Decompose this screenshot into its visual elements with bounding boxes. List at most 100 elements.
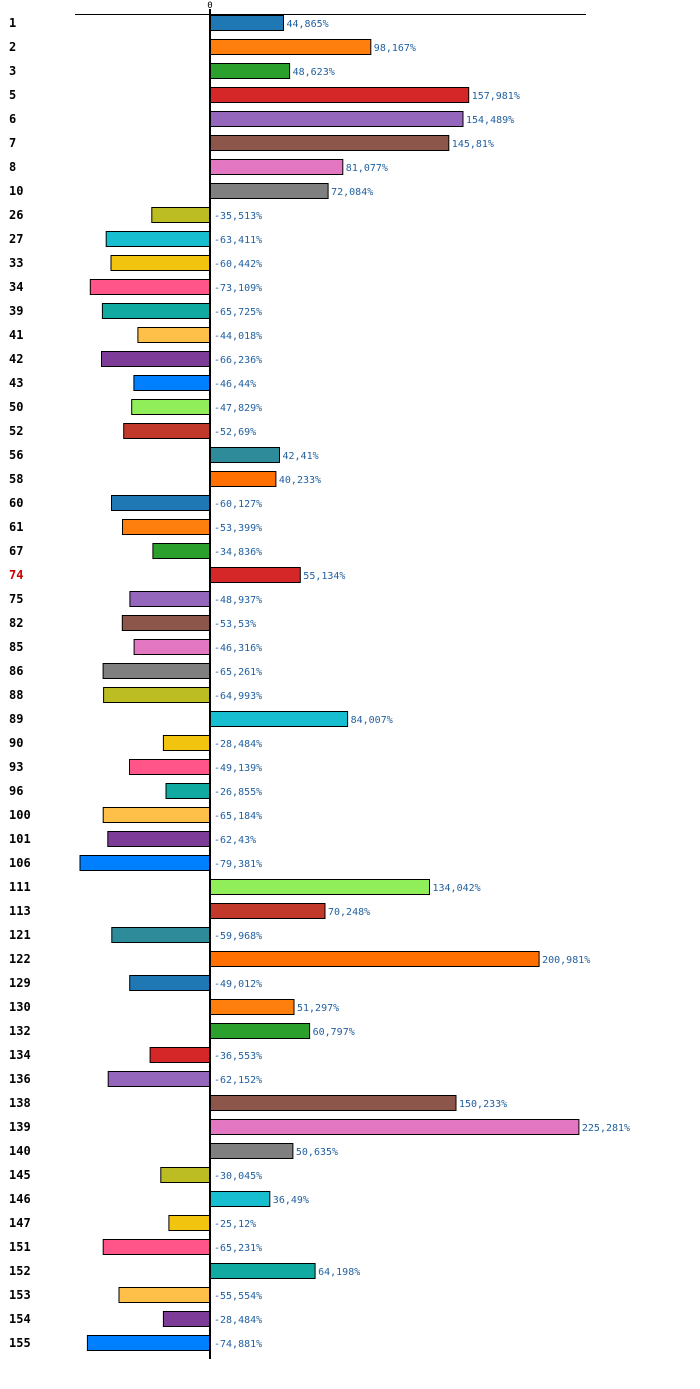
- value-label: -34,836%: [214, 547, 262, 558]
- bar: [209, 1143, 294, 1159]
- category-labels: 1235678102627333439414243505256586061677…: [9, 16, 31, 1350]
- bar: [209, 447, 280, 463]
- bar: [162, 735, 211, 751]
- category-label: 34: [9, 280, 23, 294]
- category-label: 122: [9, 952, 31, 966]
- value-label: -46,316%: [214, 643, 262, 654]
- value-label: 72,084%: [331, 187, 373, 198]
- value-label: 134,042%: [433, 883, 481, 894]
- bar: [110, 255, 211, 271]
- category-label: 41: [9, 328, 23, 342]
- value-label: -62,43%: [214, 835, 256, 846]
- category-label: 89: [9, 712, 23, 726]
- bar: [209, 1263, 316, 1279]
- bar: [111, 495, 211, 511]
- category-label: 140: [9, 1144, 31, 1158]
- value-label: 200,981%: [542, 955, 590, 966]
- value-label: -46,44%: [214, 379, 256, 390]
- bar: [209, 903, 326, 919]
- value-label: 50,635%: [296, 1147, 338, 1158]
- value-label: -65,184%: [214, 811, 262, 822]
- bar: [107, 831, 211, 847]
- value-label: -65,231%: [214, 1243, 262, 1254]
- category-label: 43: [9, 376, 23, 390]
- category-label: 146: [9, 1192, 31, 1206]
- category-label: 145: [9, 1168, 31, 1182]
- category-label: 101: [9, 832, 31, 846]
- category-label: 134: [9, 1048, 31, 1062]
- category-label: 154: [9, 1312, 31, 1326]
- value-label: -66,236%: [214, 355, 262, 366]
- category-label: 121: [9, 928, 31, 942]
- value-label: 150,233%: [459, 1099, 507, 1110]
- value-label: -65,725%: [214, 307, 262, 318]
- value-label: -62,152%: [214, 1075, 262, 1086]
- value-label: 84,007%: [351, 715, 393, 726]
- category-label: 86: [9, 664, 23, 678]
- category-label: 56: [9, 448, 23, 462]
- category-label: 93: [9, 760, 23, 774]
- category-label: 136: [9, 1072, 31, 1086]
- category-label: 5: [9, 88, 16, 102]
- value-label: 98,167%: [374, 43, 416, 54]
- bar: [209, 999, 295, 1015]
- bar: [122, 519, 211, 535]
- bar: [131, 399, 211, 415]
- category-label: 90: [9, 736, 23, 750]
- value-label: 40,233%: [279, 475, 321, 486]
- category-label: 130: [9, 1000, 31, 1014]
- bar: [129, 975, 211, 991]
- bar: [123, 423, 211, 439]
- value-label: 157,981%: [472, 91, 520, 102]
- bar: [151, 207, 211, 223]
- value-label: -35,513%: [214, 211, 262, 222]
- value-label: -64,993%: [214, 691, 262, 702]
- value-label: 70,248%: [328, 907, 370, 918]
- value-label: 55,134%: [303, 571, 345, 582]
- category-label: 152: [9, 1264, 31, 1278]
- value-label: -30,045%: [214, 1171, 262, 1182]
- value-label: -44,018%: [214, 331, 262, 342]
- bar: [137, 327, 211, 343]
- bar: [209, 63, 291, 79]
- category-label: 42: [9, 352, 23, 366]
- bar: [101, 303, 211, 319]
- bar: [209, 159, 344, 175]
- value-label: -79,381%: [214, 859, 262, 870]
- category-label: 96: [9, 784, 23, 798]
- bars: [79, 15, 580, 1351]
- bar: [105, 231, 211, 247]
- category-label: 6: [9, 112, 16, 126]
- category-label: 39: [9, 304, 23, 318]
- category-label: 7: [9, 136, 16, 150]
- bar: [121, 615, 211, 631]
- value-label: -59,968%: [214, 931, 262, 942]
- value-label: -53,53%: [214, 619, 256, 630]
- value-label: -63,411%: [214, 235, 262, 246]
- value-label: 51,297%: [297, 1003, 339, 1014]
- category-label: 129: [9, 976, 31, 990]
- category-label: 50: [9, 400, 23, 414]
- value-label: 81,077%: [346, 163, 388, 174]
- bar: [168, 1215, 211, 1231]
- category-label: 10: [9, 184, 23, 198]
- bar: [129, 591, 211, 607]
- value-label: 145,81%: [452, 139, 494, 150]
- bar: [89, 279, 211, 295]
- value-label: -49,139%: [214, 763, 262, 774]
- category-label: 33: [9, 256, 23, 270]
- bar: [209, 567, 301, 583]
- category-label: 75: [9, 592, 23, 606]
- bar: [152, 543, 211, 559]
- bar: [129, 759, 211, 775]
- value-label: -55,554%: [214, 1291, 262, 1302]
- bar: [101, 351, 211, 367]
- value-label: 42,41%: [283, 451, 319, 462]
- category-label: 27: [9, 232, 23, 246]
- value-label: 36,49%: [273, 1195, 309, 1206]
- category-label: 1: [9, 16, 16, 30]
- value-label: 44,865%: [287, 19, 329, 30]
- category-label: 100: [9, 808, 31, 822]
- category-label: 139: [9, 1120, 31, 1134]
- bar: [209, 951, 540, 967]
